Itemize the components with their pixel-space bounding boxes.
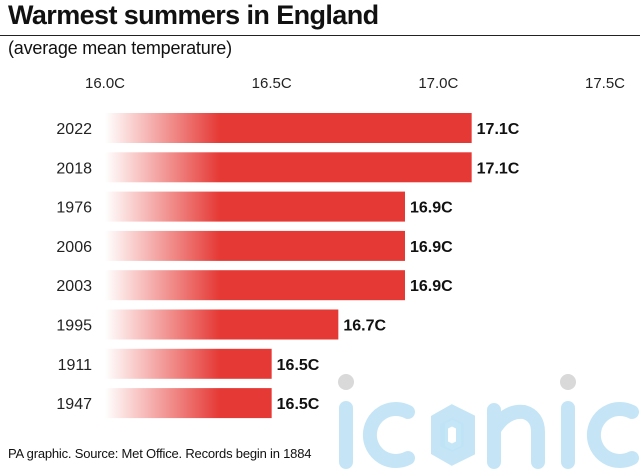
bar	[105, 113, 472, 143]
bar	[105, 388, 272, 419]
bar	[105, 270, 405, 301]
value-label: 17.1C	[477, 121, 520, 138]
x-tick-label: 17.5C	[585, 75, 625, 92]
value-label: 16.5C	[277, 357, 320, 374]
bars: 2022 17.1C 2018 17.1C 1976 16.9C 2006 16.9C 2003…	[56, 113, 520, 419]
bar	[105, 309, 339, 340]
category-label: 1976	[56, 200, 92, 217]
bar	[105, 348, 272, 379]
category-label: 2022	[56, 121, 92, 138]
chart-title: Warmest summers in England	[8, 0, 379, 30]
category-label: 1911	[58, 357, 93, 374]
bar	[105, 230, 405, 261]
value-label: 16.9C	[410, 200, 453, 217]
value-label: 16.9C	[410, 239, 453, 256]
category-label: 2018	[56, 160, 92, 177]
value-label: 16.7C	[343, 318, 386, 335]
source-footer: PA graphic. Source: Met Office. Records …	[8, 446, 312, 461]
x-axis: 16.0C 16.5C 17.0C 17.5C	[85, 75, 625, 92]
value-label: 16.5C	[277, 396, 320, 413]
iconic-watermark-logo	[338, 374, 639, 469]
bar	[105, 152, 472, 183]
value-label: 17.1C	[477, 160, 520, 177]
x-tick-label: 16.5C	[252, 75, 292, 92]
bar	[105, 191, 405, 222]
value-label: 16.9C	[410, 278, 453, 295]
category-label: 1947	[56, 396, 92, 413]
chart-subtitle: (average mean temperature)	[8, 38, 232, 58]
category-label: 1995	[56, 318, 92, 335]
category-label: 2003	[56, 278, 92, 295]
bar-chart: 16.0C 16.5C 17.0C 17.5C 2022 17.1C 2018 17.1C 1…	[56, 75, 625, 419]
category-label: 2006	[56, 239, 92, 256]
x-tick-label: 17.0C	[418, 75, 458, 92]
title-divider	[0, 35, 640, 36]
x-tick-label: 16.0C	[85, 75, 125, 92]
